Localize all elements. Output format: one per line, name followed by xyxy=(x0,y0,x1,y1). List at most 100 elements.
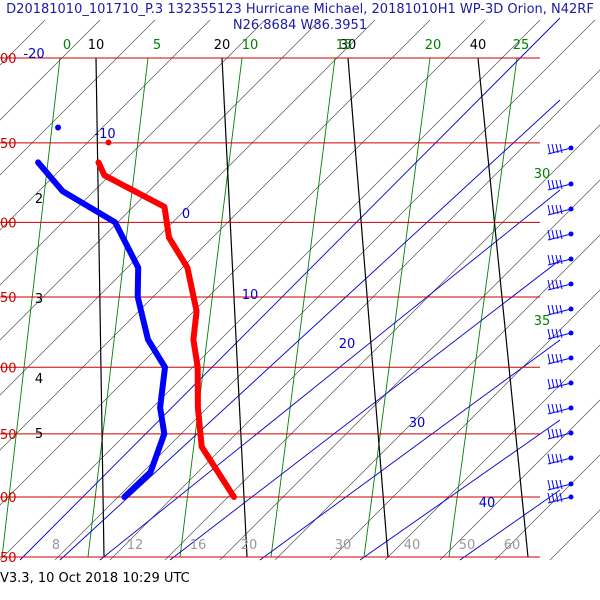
wind-barb-flag xyxy=(547,204,551,215)
dry-adiabat-line xyxy=(0,19,266,286)
temperature-profile xyxy=(95,159,237,500)
wind-barb-flag xyxy=(559,179,563,190)
wind-barb-flag xyxy=(547,353,551,364)
wind-barb-flag xyxy=(551,304,555,315)
wind-barb-shaft xyxy=(547,496,572,504)
bottom-axis-label: 12 xyxy=(127,538,144,553)
wind-barb-flag xyxy=(555,428,559,439)
wind-barb-flag xyxy=(555,279,559,290)
pressure-tick-label: 00 xyxy=(0,216,17,231)
wind-barb-flag xyxy=(547,492,551,503)
isotherm-line xyxy=(347,57,389,558)
wind-barb-flag xyxy=(555,453,559,464)
wind-barb-flag xyxy=(547,279,551,290)
dry-adiabat-line xyxy=(164,124,600,561)
dry-adiabat-line xyxy=(0,19,211,231)
wind-barb-flag xyxy=(551,479,555,490)
moist-adiabat-line xyxy=(169,259,561,561)
moist-adiabat-line xyxy=(99,189,561,561)
height-label: 4 xyxy=(35,372,43,387)
bottom-axis-label: 16 xyxy=(190,538,207,553)
dry-adiabat-line xyxy=(0,19,541,561)
moist-adiabat-line xyxy=(359,419,561,561)
dry-adiabat-line xyxy=(219,179,600,561)
pressure-tick-label: 50 xyxy=(0,137,17,152)
moist-adiabat-label: -20 xyxy=(23,47,44,62)
wind-barb-flag xyxy=(551,453,555,464)
wind-barb-shaft xyxy=(547,432,572,440)
wind-barb-flag xyxy=(551,143,555,154)
height-label: 3 xyxy=(35,292,43,307)
wind-barb-flag xyxy=(551,229,555,240)
wind-barb-flag xyxy=(551,204,555,215)
bottom-axis-label: 60 xyxy=(504,538,521,553)
dry-adiabat-line xyxy=(0,19,486,506)
moist-adiabat-line xyxy=(19,17,561,561)
wind-barb-flag xyxy=(559,304,563,315)
wind-barb-flag xyxy=(555,143,559,154)
dry-adiabat-line xyxy=(0,19,431,451)
wind-barb-flag xyxy=(559,254,563,265)
wind-barb-shaft xyxy=(547,308,572,316)
isotherm-line xyxy=(221,57,248,558)
isotherm-label: 30 xyxy=(340,38,357,53)
wind-barb-shaft xyxy=(547,357,572,365)
wind-barb-flag xyxy=(559,453,563,464)
mixing-ratio-label: 25 xyxy=(513,38,530,53)
wind-barb-flag xyxy=(551,279,555,290)
wind-barb-flag xyxy=(547,479,551,490)
wind-barb-flag xyxy=(551,403,555,414)
wind-barb-flag xyxy=(547,229,551,240)
wind-barb-flag xyxy=(559,143,563,154)
wind-barb-flag xyxy=(555,229,559,240)
dry-adiabat-line xyxy=(54,19,596,561)
mixing-ratio-line xyxy=(179,57,243,558)
mixing-ratio-label: 15 xyxy=(336,38,353,53)
isotherm-label: 20 xyxy=(214,38,231,53)
footer-version: V3.3, 10 Oct 2018 10:29 UTC xyxy=(0,571,190,586)
wind-barb-flag xyxy=(559,353,563,364)
isotherm-line xyxy=(95,57,105,558)
pressure-tick-label: 50 xyxy=(0,291,17,306)
dry-adiabat-line xyxy=(0,19,156,176)
bottom-axis-label: 30 xyxy=(335,538,352,553)
wind-barb-flag xyxy=(559,378,563,389)
mixing-ratio-line xyxy=(87,57,149,558)
wind-barb-shaft xyxy=(547,483,572,491)
dewpoint-profile xyxy=(35,159,168,500)
mixing-ratio-label: 30 xyxy=(534,167,551,182)
wind-barb-flag xyxy=(559,279,563,290)
wind-barb-flag xyxy=(547,254,551,265)
mixing-ratio-line xyxy=(1,57,61,558)
dry-adiabat-line xyxy=(0,19,321,341)
wind-barb-flag xyxy=(551,353,555,364)
bottom-axis-label: 40 xyxy=(404,538,421,553)
wind-barb-flag xyxy=(551,328,555,339)
wind-barb-flag xyxy=(547,403,551,414)
wind-barb-flag xyxy=(559,229,563,240)
wind-barb-shaft xyxy=(547,183,572,191)
wind-barb-flag xyxy=(555,304,559,315)
wind-barb-flag xyxy=(559,204,563,215)
wind-barb-flag xyxy=(547,143,551,154)
mixing-ratio-label: 5 xyxy=(153,38,161,53)
height-label: 2 xyxy=(35,192,43,207)
wind-barb-flag xyxy=(559,428,563,439)
wind-barb-shaft xyxy=(547,457,572,465)
title-line-2: N26.8684 W86.3951 xyxy=(232,18,368,33)
wind-barb-flag xyxy=(559,328,563,339)
height-label: 5 xyxy=(35,427,43,442)
wind-barb-flag xyxy=(555,378,559,389)
wind-barb-shaft xyxy=(547,208,572,216)
wind-barb-flag xyxy=(555,204,559,215)
mixing-ratio-line xyxy=(270,57,336,558)
wind-barb-flag xyxy=(555,353,559,364)
mixing-ratio-label: 10 xyxy=(242,38,259,53)
wind-barb-flag xyxy=(547,179,551,190)
dry-adiabat-line xyxy=(494,454,600,561)
moist-adiabat-line xyxy=(459,489,561,561)
wind-barb-flag xyxy=(551,254,555,265)
dry-adiabat-line xyxy=(329,289,600,561)
dry-adiabat-line xyxy=(384,344,600,561)
